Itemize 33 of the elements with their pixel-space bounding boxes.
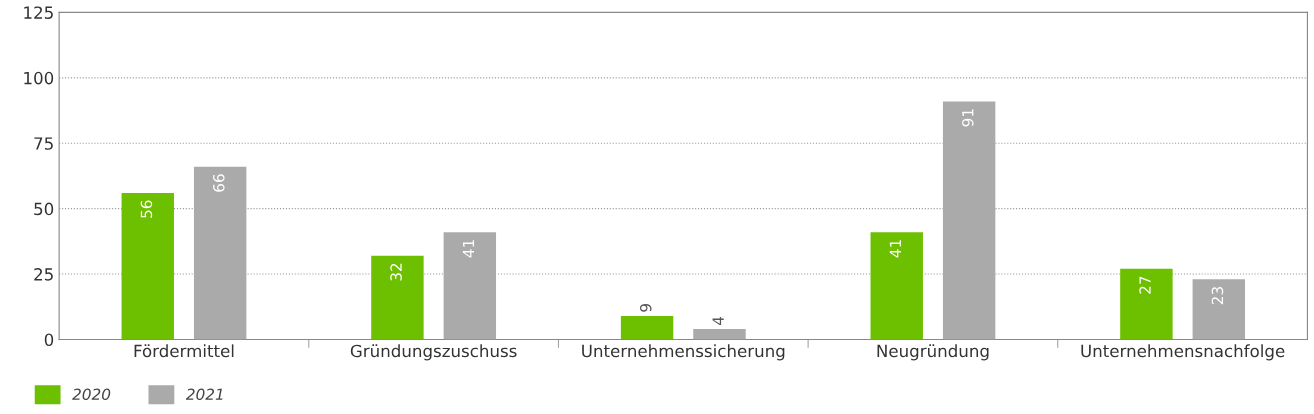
data-label: 32 bbox=[390, 263, 402, 281]
y-tick-label: 125 bbox=[24, 6, 53, 19]
data-label: 23 bbox=[1211, 287, 1224, 305]
y-tick-label: 50 bbox=[34, 202, 54, 216]
bar bbox=[371, 255, 424, 340]
x-tick-label: Fördermittel bbox=[134, 344, 234, 358]
x-tick-label: Gründungszuschuss bbox=[350, 344, 517, 361]
y-tick-label: 75 bbox=[34, 137, 53, 150]
y-tick-label: 100 bbox=[24, 71, 54, 85]
data-label: 56 bbox=[140, 200, 153, 218]
bar bbox=[693, 329, 746, 340]
bar bbox=[870, 232, 923, 340]
x-tick-label: Neugründung bbox=[877, 344, 989, 361]
bar bbox=[193, 166, 247, 340]
x-tick-label: Unternehmensnachfolge bbox=[1081, 344, 1285, 361]
bar bbox=[1120, 268, 1173, 340]
bar bbox=[942, 101, 996, 340]
legend-label: 2020 bbox=[72, 388, 111, 401]
bar bbox=[121, 192, 174, 340]
data-label: 9 bbox=[639, 304, 652, 312]
bar bbox=[1192, 279, 1246, 340]
x-tick-label: Unternehmenssicherung bbox=[582, 344, 785, 361]
data-label: 41 bbox=[889, 240, 901, 258]
legend-label: 2021 bbox=[185, 388, 223, 401]
data-label: 41 bbox=[462, 240, 475, 258]
data-label: 91 bbox=[962, 109, 974, 127]
y-tick-label: 0 bbox=[44, 333, 54, 347]
y-tick-label: 25 bbox=[34, 268, 53, 281]
data-label: 27 bbox=[1139, 276, 1151, 294]
data-label: 66 bbox=[213, 174, 225, 192]
data-label: 4 bbox=[712, 316, 724, 325]
bar bbox=[443, 232, 497, 340]
bar bbox=[620, 315, 674, 340]
